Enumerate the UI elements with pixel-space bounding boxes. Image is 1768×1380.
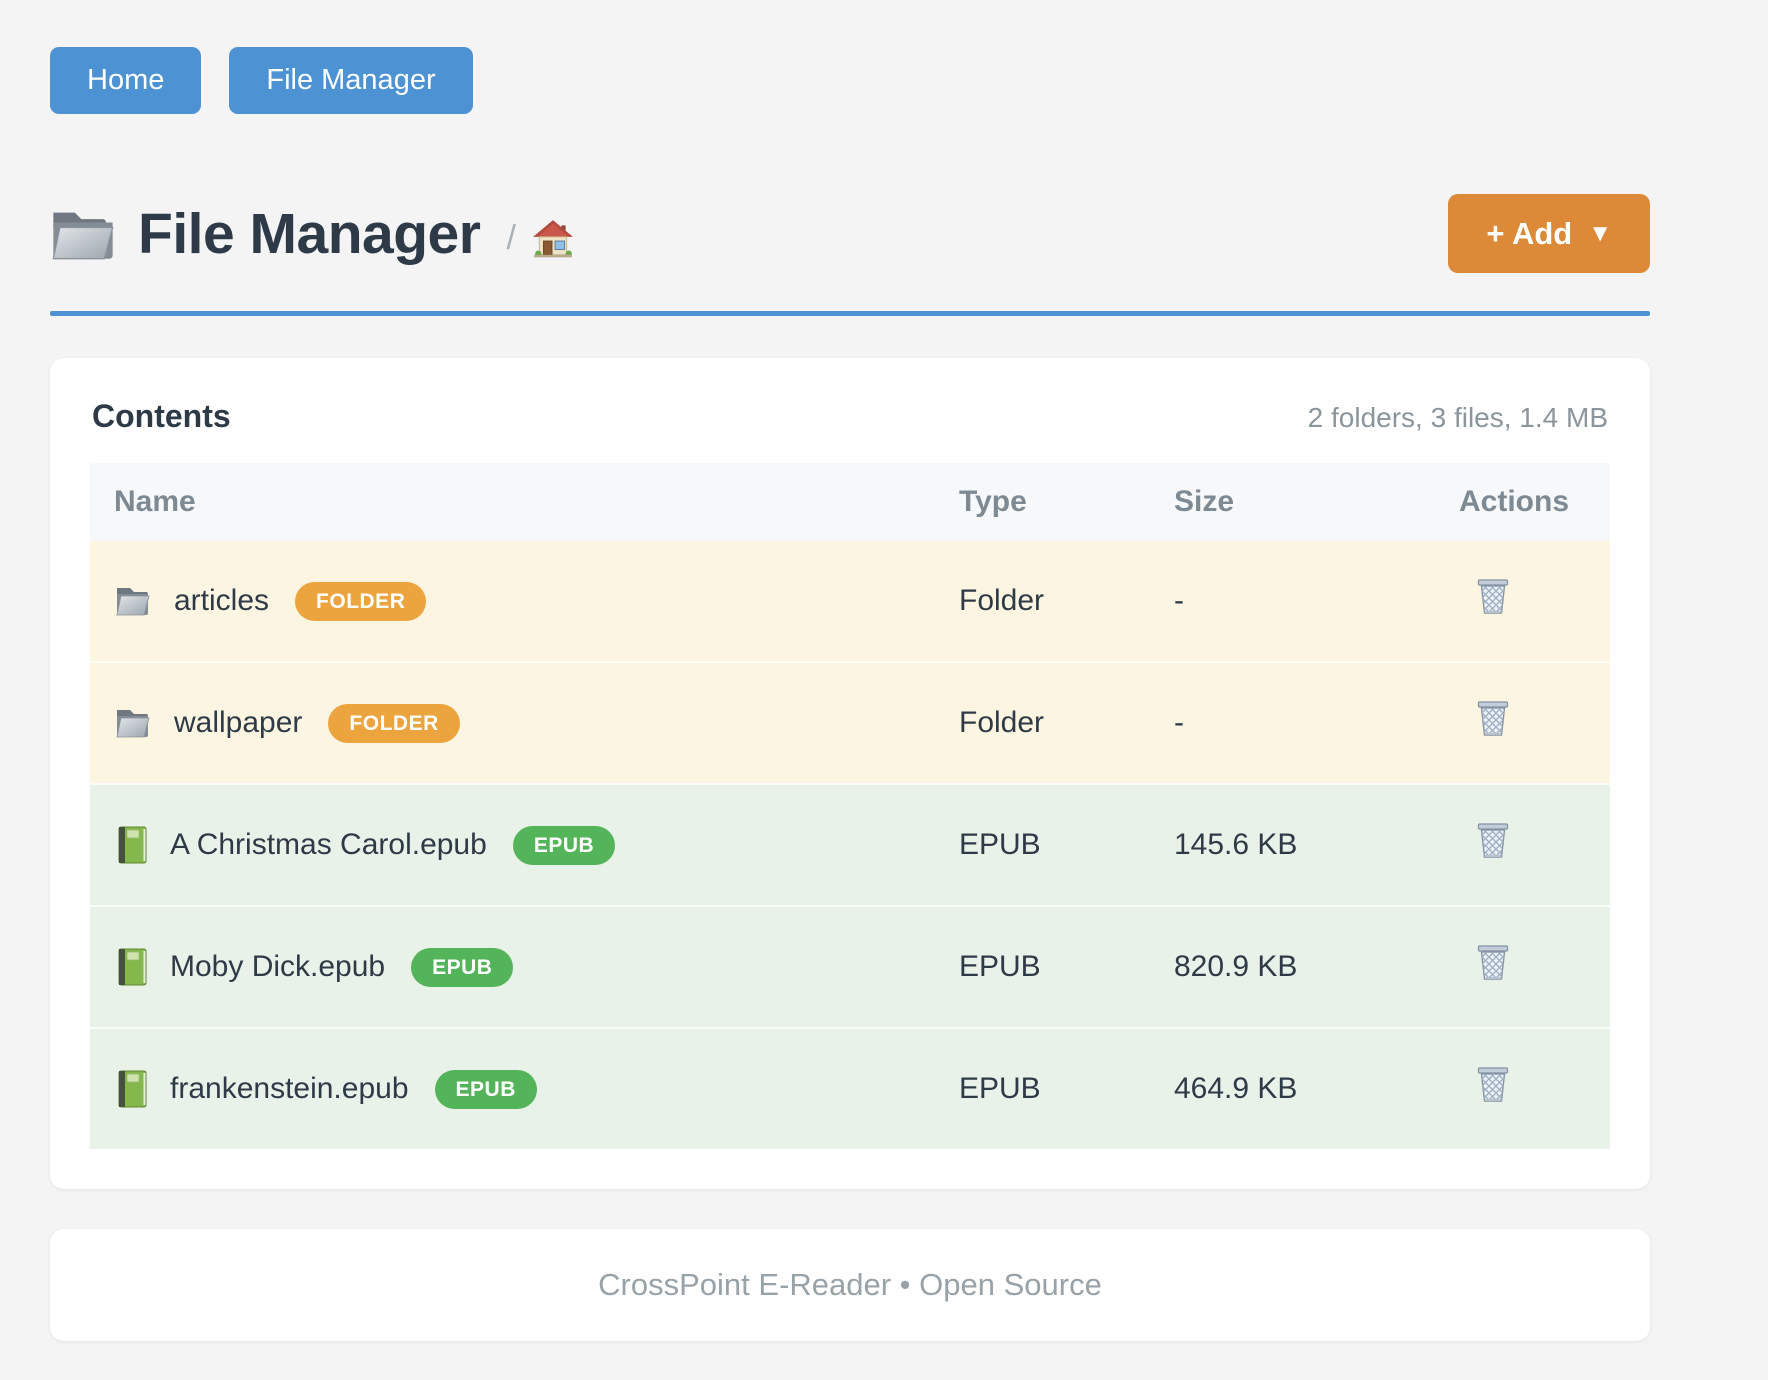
header-divider xyxy=(50,311,1650,316)
column-header-type: Type xyxy=(935,463,1150,541)
type-badge: EPUB xyxy=(411,947,514,987)
open-folder-icon xyxy=(50,206,116,262)
page: Home File Manager File Manager / xyxy=(50,0,1650,1341)
column-header-size: Size xyxy=(1150,463,1435,541)
file-size: 464.9 KB xyxy=(1150,1027,1435,1149)
wastebasket-icon xyxy=(1475,1065,1511,1105)
folder-icon xyxy=(114,584,154,618)
contents-card: Contents 2 folders, 3 files, 1.4 MB Name… xyxy=(50,358,1650,1189)
file-type: Folder xyxy=(959,584,1045,617)
title-wrap: File Manager / xyxy=(50,201,574,267)
file-name: articles xyxy=(174,584,270,617)
file-type: Folder xyxy=(935,661,1150,784)
delete-button[interactable] xyxy=(1475,943,1511,983)
delete-button[interactable] xyxy=(1475,821,1511,861)
top-nav: Home File Manager xyxy=(50,47,1650,114)
column-header-name: Name xyxy=(90,463,935,541)
add-button-label: + Add xyxy=(1486,216,1573,251)
file-size: 820.9 KB xyxy=(1150,905,1435,1028)
wastebasket-icon xyxy=(1475,943,1511,983)
footer: CrossPoint E-Reader • Open Source xyxy=(50,1229,1650,1341)
footer-text: CrossPoint E-Reader • Open Source xyxy=(598,1267,1102,1302)
nav-file-manager-button[interactable]: File Manager xyxy=(229,47,473,114)
file-table: Name Type Size Actions articles xyxy=(90,463,1610,1149)
table-header-row: Name Type Size Actions xyxy=(90,463,1610,541)
folder-icon xyxy=(114,706,154,740)
house-icon[interactable] xyxy=(532,219,574,259)
type-badge: FOLDER xyxy=(295,581,427,621)
file-size: - xyxy=(1174,584,1184,617)
contents-summary: 2 folders, 3 files, 1.4 MB xyxy=(1307,402,1608,433)
wastebasket-icon xyxy=(1475,699,1511,739)
file-name: Moby Dick.epub xyxy=(170,950,386,983)
delete-button[interactable] xyxy=(1475,1065,1511,1105)
file-type: EPUB xyxy=(935,783,1150,906)
file-size: 145.6 KB xyxy=(1150,783,1435,906)
file-type: EPUB xyxy=(935,905,1150,1028)
breadcrumb-separator: / xyxy=(506,219,516,257)
book-icon xyxy=(114,1069,150,1109)
type-badge: FOLDER xyxy=(328,703,460,743)
table-row[interactable]: articles FOLDER Folder - xyxy=(90,541,1610,662)
file-name: wallpaper xyxy=(174,706,303,739)
nav-home-button[interactable]: Home xyxy=(50,47,202,114)
caret-down-icon: ▼ xyxy=(1588,219,1612,247)
type-badge: EPUB xyxy=(434,1069,537,1109)
table-row[interactable]: Moby Dick.epub EPUB EPUB 820.9 KB xyxy=(90,905,1610,1028)
page-title: File Manager xyxy=(138,201,481,266)
type-badge: EPUB xyxy=(512,825,616,865)
table-row[interactable]: A Christmas Carol.epub EPUB EPUB 145.6 K… xyxy=(90,783,1610,906)
wastebasket-icon xyxy=(1475,821,1511,861)
card-header: Contents 2 folders, 3 files, 1.4 MB xyxy=(90,398,1610,435)
column-header-actions: Actions xyxy=(1435,463,1610,541)
card-title: Contents xyxy=(92,398,231,434)
file-size: - xyxy=(1150,661,1435,784)
delete-button[interactable] xyxy=(1475,577,1511,617)
table-row[interactable]: wallpaper FOLDER Folder - xyxy=(90,661,1610,784)
file-name: A Christmas Carol.epub xyxy=(170,828,487,861)
table-row[interactable]: frankenstein.epub EPUB EPUB 464.9 KB xyxy=(90,1027,1610,1149)
wastebasket-icon xyxy=(1475,577,1511,617)
book-icon xyxy=(114,947,150,987)
file-type: EPUB xyxy=(935,1027,1150,1149)
book-icon xyxy=(114,825,150,865)
file-name: frankenstein.epub xyxy=(170,1072,409,1105)
page-header: File Manager / + Add ▼ xyxy=(50,194,1650,273)
delete-button[interactable] xyxy=(1475,699,1511,739)
add-button[interactable]: + Add ▼ xyxy=(1448,194,1650,273)
